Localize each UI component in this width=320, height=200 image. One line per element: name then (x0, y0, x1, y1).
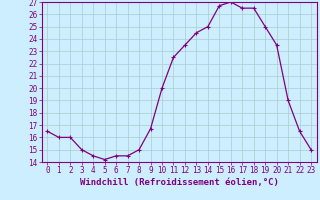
X-axis label: Windchill (Refroidissement éolien,°C): Windchill (Refroidissement éolien,°C) (80, 178, 279, 187)
